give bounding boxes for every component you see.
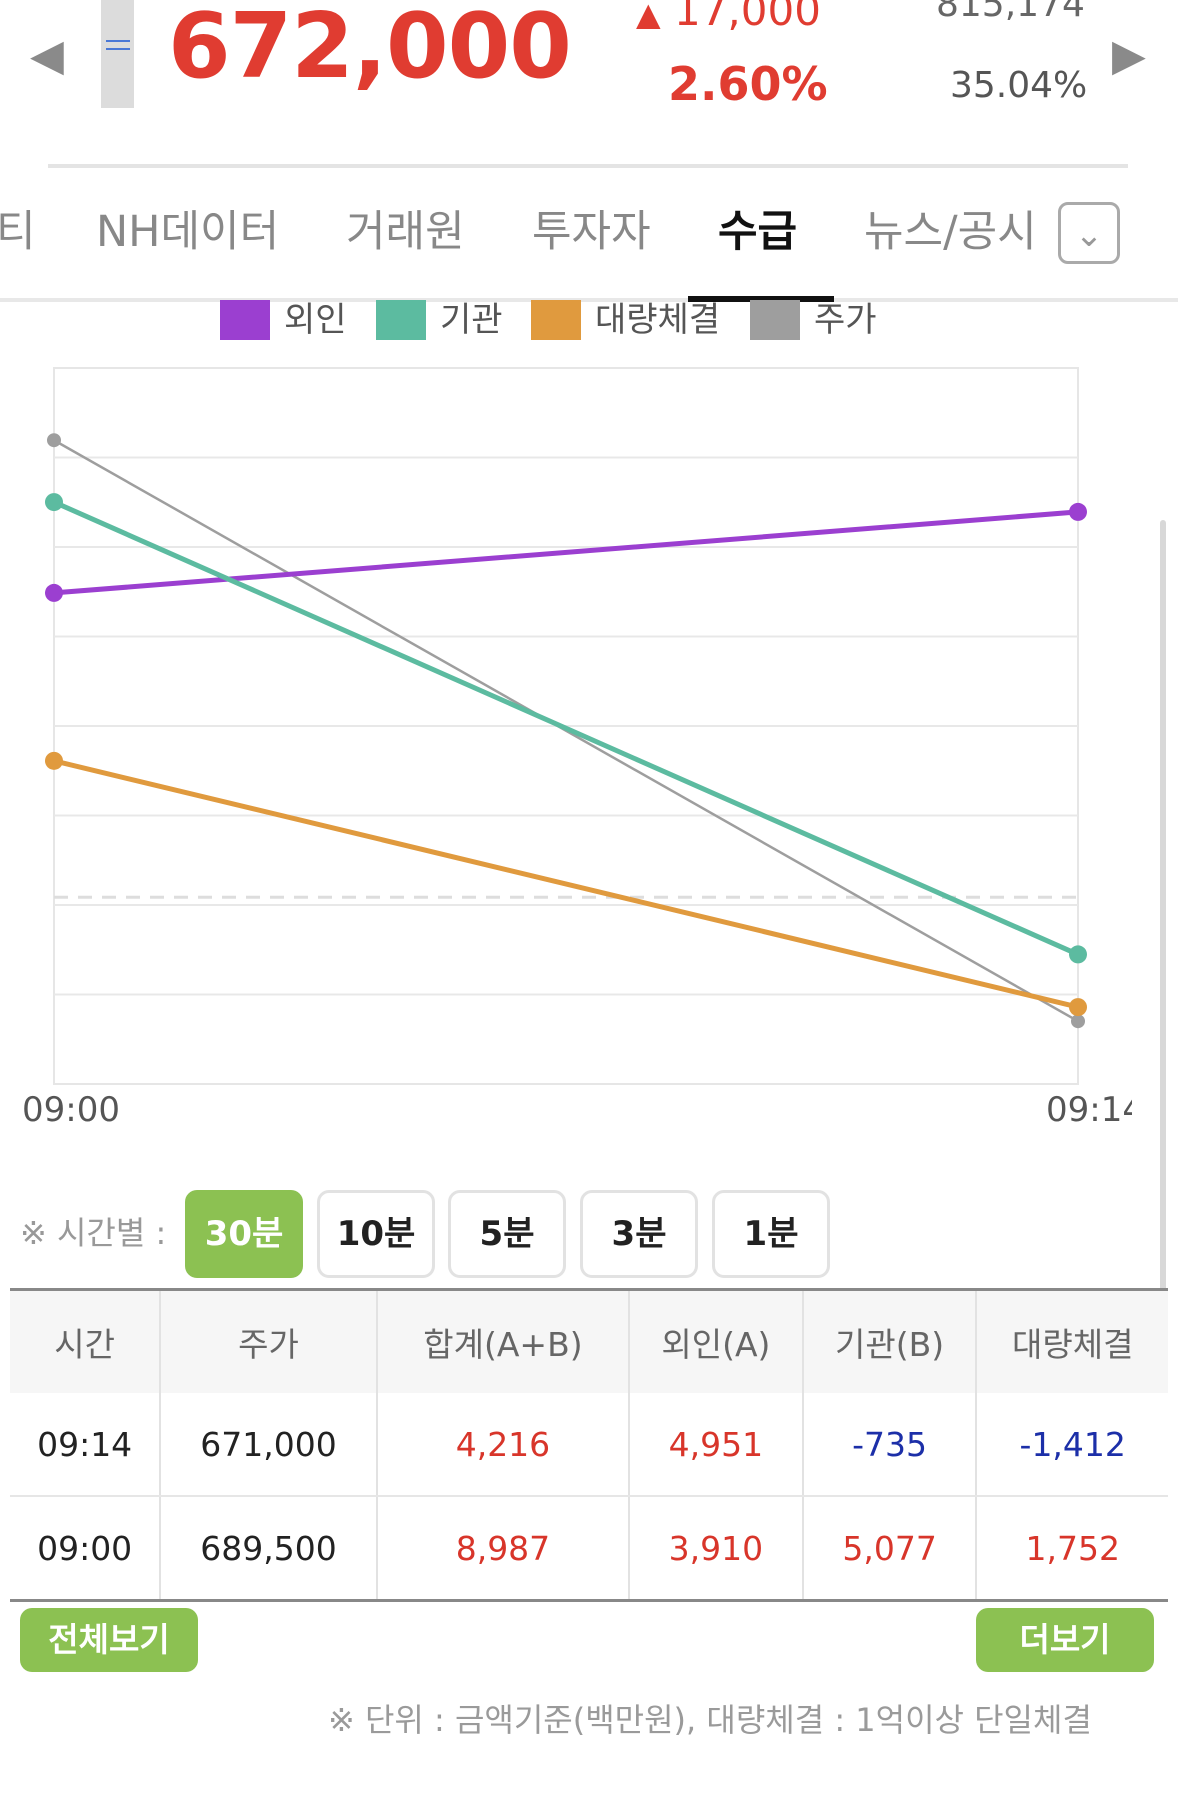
unit-footnote: ※ 단위 : 금액기준(백만원), 대량체결 : 1억이상 단일체결	[328, 1701, 1092, 1739]
tabs-divider	[0, 298, 1178, 302]
tab-investor[interactable]: 투자자	[532, 207, 651, 257]
volume-ratio: 35.04%	[950, 65, 1088, 106]
interval-5min-button[interactable]: 5분	[448, 1190, 566, 1278]
legend-swatch	[220, 300, 270, 340]
col-header-time: 시간	[10, 1288, 162, 1393]
cell-institution: 5,077	[802, 1496, 978, 1602]
data-point-주가	[47, 433, 61, 448]
header-divider	[48, 164, 1128, 168]
interval-1min-button[interactable]: 1분	[712, 1190, 830, 1278]
table-header-row: 시간 주가 합계(A+B) 외인(A) 기관(B) 대량체결	[10, 1288, 1168, 1393]
supply-demand-table: 시간 주가 합계(A+B) 외인(A) 기관(B) 대량체결 09:14 671…	[10, 1288, 1168, 1602]
cell-foreign: 4,951	[629, 1393, 804, 1497]
data-point-주가	[1071, 1014, 1085, 1029]
more-button[interactable]: 더보기	[976, 1608, 1154, 1672]
cell-price: 671,000	[160, 1393, 378, 1497]
scrollbar[interactable]	[1160, 520, 1166, 1360]
data-point-외인	[45, 583, 63, 602]
legend-item-institution: 기관	[376, 300, 503, 340]
table-row: 09:00 689,500 8,987 3,910 5,077 1,752	[10, 1496, 1168, 1602]
tab-partial[interactable]: 티	[0, 207, 36, 257]
cell-total: 4,216	[376, 1393, 631, 1497]
legend-swatch	[376, 300, 426, 340]
col-header-block-trade: 대량체결	[976, 1288, 1168, 1393]
active-tab-indicator	[688, 296, 834, 302]
legend-label: 기관	[440, 300, 503, 340]
cell-block-trade: -1,412	[976, 1393, 1168, 1497]
legend-swatch	[750, 300, 800, 340]
legend-item-foreign: 외인	[220, 300, 347, 340]
prev-stock-arrow-icon[interactable]: ◀	[30, 30, 64, 81]
series-line-기관	[51, 499, 1081, 957]
col-header-price: 주가	[160, 1288, 378, 1393]
cell-price: 689,500	[160, 1496, 378, 1602]
change-amount: 17,000	[673, 0, 821, 35]
interval-label: ※ 시간별 :	[20, 1214, 167, 1252]
table-row: 09:14 671,000 4,216 4,951 -735 -1,412	[10, 1393, 1168, 1497]
cell-block-trade: 1,752	[976, 1496, 1168, 1602]
legend-item-stock-price: 주가	[750, 300, 877, 340]
next-stock-arrow-icon[interactable]: ▶	[1112, 30, 1146, 81]
data-point-기관	[1069, 945, 1087, 964]
chevron-down-icon[interactable]: ⌄	[1058, 202, 1120, 264]
tab-nh-data[interactable]: NH데이터	[96, 207, 280, 257]
col-header-foreign: 외인(A)	[629, 1288, 804, 1393]
cell-foreign: 3,910	[629, 1496, 804, 1602]
up-triangle-icon: ▲	[636, 0, 661, 33]
data-point-기관	[45, 493, 63, 512]
legend-label: 대량체결	[595, 300, 721, 340]
col-header-institution: 기관(B)	[802, 1288, 978, 1393]
equal-mark-icon	[106, 40, 130, 50]
data-point-외인	[1069, 502, 1087, 521]
x-tick-label-end: 09:14	[1046, 1090, 1132, 1130]
volume: 815,174	[936, 0, 1085, 25]
col-header-total: 합계(A+B)	[376, 1288, 631, 1393]
legend-item-block-trade: 대량체결	[531, 300, 720, 340]
cell-time: 09:14	[10, 1393, 162, 1497]
current-price: 672,000	[168, 0, 572, 99]
cell-time: 09:00	[10, 1496, 162, 1602]
data-point-대량체결	[1069, 998, 1087, 1017]
series-line-외인	[51, 509, 1081, 596]
legend-swatch	[531, 300, 581, 340]
supply-demand-line-chart	[45, 367, 1087, 1085]
tab-broker[interactable]: 거래원	[346, 207, 465, 257]
change-percent: 2.60%	[668, 57, 828, 111]
series-line-대량체결	[51, 758, 1081, 1010]
interval-3min-button[interactable]: 3분	[580, 1190, 698, 1278]
view-all-button[interactable]: 전체보기	[20, 1608, 198, 1672]
interval-10min-button[interactable]: 10분	[317, 1190, 435, 1278]
tab-supply-demand[interactable]: 수급	[718, 207, 798, 257]
legend-label: 주가	[814, 300, 877, 340]
legend-label: 외인	[284, 300, 347, 340]
cell-institution: -735	[802, 1393, 978, 1497]
interval-30min-button[interactable]: 30분	[185, 1190, 303, 1278]
x-tick-label-start: 09:00	[22, 1090, 120, 1130]
data-point-대량체결	[45, 751, 63, 770]
cell-total: 8,987	[376, 1496, 631, 1602]
price-change: ▲ 17,000	[636, 0, 821, 39]
tab-news[interactable]: 뉴스/공시	[864, 207, 1037, 257]
price-tag-box	[101, 0, 134, 108]
